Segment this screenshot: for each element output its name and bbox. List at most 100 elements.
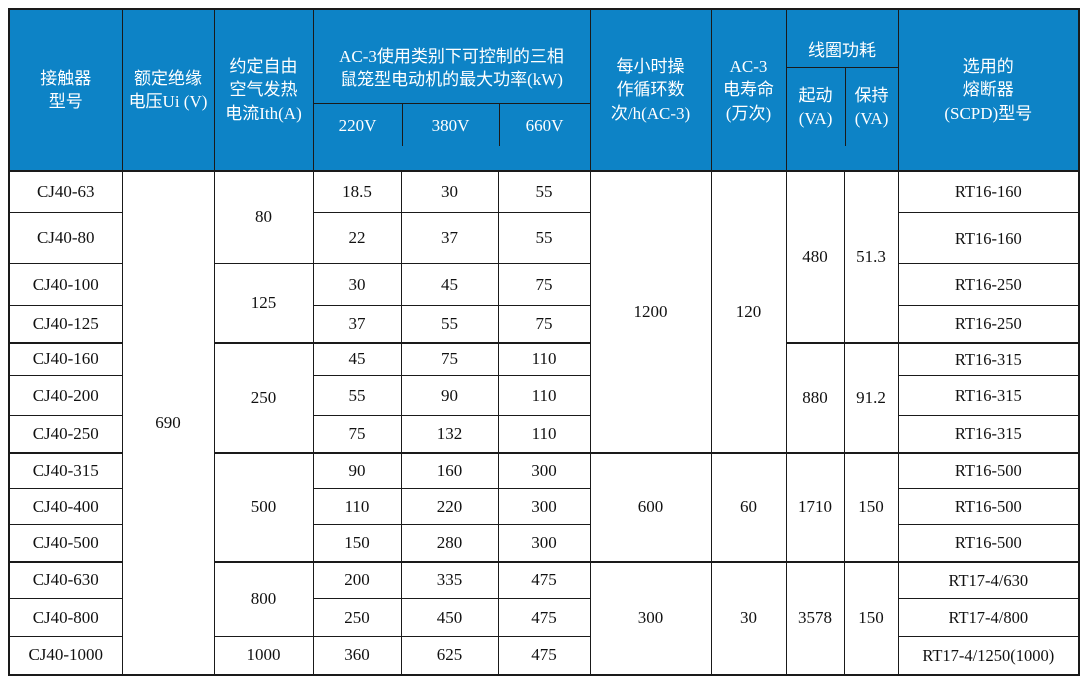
cell-power-380: 160 xyxy=(400,452,499,490)
cell-fuse: RT16-315 xyxy=(897,375,1080,417)
col-header-coil-hold: 保持 (VA) xyxy=(844,68,898,147)
cell-fuse: RT17-4/800 xyxy=(897,598,1080,638)
cell-power-660: 55 xyxy=(497,170,591,214)
cell-power-660: 475 xyxy=(497,636,591,676)
col-header-fuse: 选用的 熔断器 (SCPD)型号 xyxy=(897,8,1080,172)
cell-power-220: 45 xyxy=(312,342,402,377)
col-header-rated-insulation-voltage: 额定绝缘 电压Ui (V) xyxy=(121,8,215,172)
cell-fuse: RT16-315 xyxy=(897,415,1080,454)
power-group-stack: AC-3使用类别下可控制的三相 鼠笼型电动机的最大功率(kW) 220V 380… xyxy=(314,33,590,147)
cell-power-220: 150 xyxy=(312,524,402,563)
cell-model: CJ40-800 xyxy=(8,598,123,638)
cell-fuse: RT16-160 xyxy=(897,212,1080,265)
cell-coil-start: 880 xyxy=(785,342,845,454)
cell-coil-hold: 150 xyxy=(843,561,899,676)
cell-ui-voltage: 690 xyxy=(121,170,215,676)
cell-power-220: 22 xyxy=(312,212,402,265)
cell-power-660: 110 xyxy=(497,375,591,417)
cell-ith: 500 xyxy=(213,452,314,563)
table-row: CJ40-250 75 132 110 RT16-315 xyxy=(8,415,1080,454)
cell-fuse: RT17-4/630 xyxy=(897,561,1080,600)
cell-fuse: RT17-4/1250(1000) xyxy=(897,636,1080,676)
cell-power-220: 75 xyxy=(312,415,402,454)
cell-power-660: 300 xyxy=(497,524,591,563)
cell-power-220: 30 xyxy=(312,263,402,307)
cell-model: CJ40-1000 xyxy=(8,636,123,676)
cell-power-220: 360 xyxy=(312,636,402,676)
cell-power-380: 90 xyxy=(400,375,499,417)
cell-power-220: 90 xyxy=(312,452,402,490)
cell-fuse: RT16-160 xyxy=(897,170,1080,214)
cell-power-660: 475 xyxy=(497,561,591,600)
col-header-380v: 380V xyxy=(401,104,499,147)
cell-coil-hold: 150 xyxy=(843,452,899,563)
cell-fuse: RT16-500 xyxy=(897,452,1080,490)
cell-power-660: 475 xyxy=(497,598,591,638)
table-row: CJ40-160 250 45 75 110 880 91.2 RT16-315 xyxy=(8,342,1080,454)
col-header-thermal-current: 约定自由 空气发热 电流Ith(A) xyxy=(213,8,314,172)
cell-power-380: 335 xyxy=(400,561,499,600)
cell-model: CJ40-250 xyxy=(8,415,123,454)
table-row: CJ40-125 37 55 75 RT16-250 xyxy=(8,305,1080,344)
cell-ith: 125 xyxy=(213,263,314,344)
cell-fuse: RT16-500 xyxy=(897,524,1080,563)
cell-model: CJ40-100 xyxy=(8,263,123,307)
contactor-spec-table: 接触器 型号 额定绝缘 电压Ui (V) 约定自由 空气发热 电流Ith(A) … xyxy=(8,8,1081,676)
table-row: CJ40-63 690 80 18.5 30 55 1200 120 480 5… xyxy=(8,170,1080,676)
cell-power-220: 37 xyxy=(312,305,402,344)
coil-group-stack: 线圈功耗 起动 (VA) 保持 (VA) xyxy=(787,33,898,147)
col-header-660v: 660V xyxy=(498,104,590,147)
cell-electrical-life: 30 xyxy=(710,561,787,676)
cell-model: CJ40-500 xyxy=(8,524,123,563)
cell-model: CJ40-200 xyxy=(8,375,123,417)
cell-fuse: RT16-250 xyxy=(897,305,1080,344)
cell-power-660: 75 xyxy=(497,263,591,307)
table-header: 接触器 型号 额定绝缘 电压Ui (V) 约定自由 空气发热 电流Ith(A) … xyxy=(8,8,1080,172)
cell-power-380: 37 xyxy=(400,212,499,265)
page: 接触器 型号 额定绝缘 电压Ui (V) 约定自由 空气发热 电流Ith(A) … xyxy=(8,8,1081,676)
cell-coil-hold: 51.3 xyxy=(843,170,899,344)
table-row: CJ40-400 110 220 300 RT16-500 xyxy=(8,488,1080,526)
table-row: CJ40-500 150 280 300 RT16-500 xyxy=(8,524,1080,563)
cell-model: CJ40-160 xyxy=(8,342,123,377)
cell-model: CJ40-315 xyxy=(8,452,123,490)
cell-power-380: 55 xyxy=(400,305,499,344)
cell-power-660: 300 xyxy=(497,452,591,490)
cell-power-660: 75 xyxy=(497,305,591,344)
power-subheaders: 220V 380V 660V xyxy=(314,104,590,147)
cell-power-660: 55 xyxy=(497,212,591,265)
cell-fuse: RT16-250 xyxy=(897,263,1080,307)
cell-power-380: 220 xyxy=(400,488,499,526)
cell-power-660: 110 xyxy=(497,342,591,377)
table-row: CJ40-100 125 30 45 75 RT16-250 xyxy=(8,263,1080,344)
cell-model: CJ40-630 xyxy=(8,561,123,600)
col-header-power-group: AC-3使用类别下可控制的三相 鼠笼型电动机的最大功率(kW) 220V 380… xyxy=(312,8,591,172)
cell-power-220: 18.5 xyxy=(312,170,402,214)
cell-fuse: RT16-500 xyxy=(897,488,1080,526)
cell-power-380: 625 xyxy=(400,636,499,676)
col-header-electrical-life: AC-3 电寿命 (万次) xyxy=(710,8,787,172)
cell-ops-per-hour: 300 xyxy=(589,561,712,676)
cell-coil-start: 1710 xyxy=(785,452,845,563)
power-group-label: AC-3使用类别下可控制的三相 鼠笼型电动机的最大功率(kW) xyxy=(314,33,590,105)
coil-subheaders: 起动 (VA) 保持 (VA) xyxy=(787,68,898,147)
cell-power-660: 300 xyxy=(497,488,591,526)
table-body: CJ40-63 690 80 18.5 30 55 1200 120 480 5… xyxy=(8,170,1080,676)
cell-ops-per-hour: 600 xyxy=(589,452,712,563)
cell-model: CJ40-80 xyxy=(8,212,123,265)
col-header-220v: 220V xyxy=(338,115,377,135)
cell-ops-per-hour: 1200 xyxy=(589,170,712,454)
header-row: 接触器 型号 额定绝缘 电压Ui (V) 约定自由 空气发热 电流Ith(A) … xyxy=(8,8,1080,172)
cell-electrical-life: 120 xyxy=(710,170,787,454)
cell-power-380: 30 xyxy=(400,170,499,214)
cell-power-380: 45 xyxy=(400,263,499,307)
cell-model: CJ40-63 xyxy=(8,170,123,214)
cell-coil-hold: 91.2 xyxy=(843,342,899,454)
cell-power-380: 75 xyxy=(400,342,499,377)
table-row: CJ40-80 22 37 55 RT16-160 xyxy=(8,212,1080,265)
cell-power-220: 55 xyxy=(312,375,402,417)
cell-power-660: 110 xyxy=(497,415,591,454)
col-header-coil-start: 起动 (VA) xyxy=(798,86,833,129)
cell-ith: 80 xyxy=(213,170,314,265)
col-header-coil-group: 线圈功耗 起动 (VA) 保持 (VA) xyxy=(785,8,899,172)
